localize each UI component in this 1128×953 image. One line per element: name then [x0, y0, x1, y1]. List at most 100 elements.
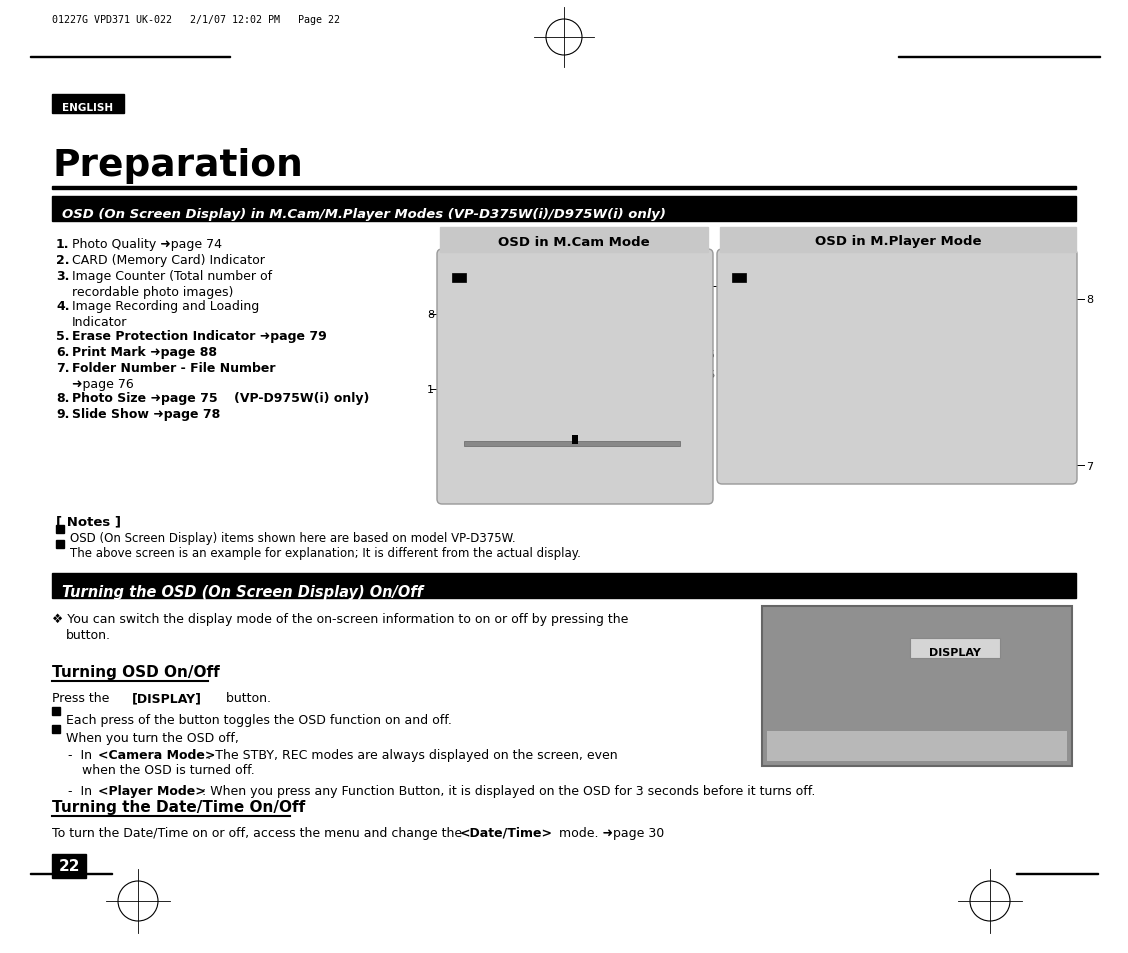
Text: 00:00  1.JAN.2007: 00:00 1.JAN.2007 [734, 455, 821, 464]
Bar [464, 441, 680, 447]
Text: Image Counter (Total number of: Image Counter (Total number of [72, 270, 272, 283]
Text: 00:00  1.JAN.2007: 00:00 1.JAN.2007 [453, 415, 541, 424]
Bar [52, 707, 60, 716]
Text: -  In: - In [68, 748, 96, 761]
Text: △: △ [734, 355, 741, 365]
Text: button.: button. [67, 628, 111, 641]
Text: 2.: 2. [56, 253, 70, 267]
Text: Turning the Date/Time On/Off: Turning the Date/Time On/Off [52, 800, 306, 814]
FancyBboxPatch shape [717, 250, 1077, 484]
Bar [52, 725, 60, 733]
Text: No Memory Card !: No Memory Card ! [777, 323, 866, 333]
Text: No Memory Card !: No Memory Card ! [487, 319, 576, 330]
Bar [52, 187, 1076, 190]
Bar [52, 854, 86, 878]
Text: The above screen is an example for explanation; It is different from the actual : The above screen is an example for expla… [70, 546, 581, 559]
Text: 7: 7 [1086, 461, 1093, 472]
Text: 5.: 5. [56, 330, 70, 343]
Text: Turning the OSD (On Screen Display) On/Off: Turning the OSD (On Screen Display) On/O… [62, 584, 423, 599]
Bar [572, 436, 578, 444]
Text: □ 001: □ 001 [734, 372, 765, 381]
Text: Print Mark ➜page 88: Print Mark ➜page 88 [72, 346, 217, 358]
Text: Ⓣ [20]: Ⓣ [20] [453, 467, 483, 476]
Text: Folder Number - File Number: Folder Number - File Number [72, 361, 275, 375]
Text: Preparation: Preparation [52, 148, 302, 184]
Text: When you turn the OSD off,: When you turn the OSD off, [67, 731, 239, 744]
Text: Image Recording and Loading: Image Recording and Loading [72, 299, 259, 313]
Text: Slide Show ➜page 78: Slide Show ➜page 78 [72, 408, 220, 420]
Text: ▷ 3 min: ▷ 3 min [562, 277, 600, 288]
Text: 5: 5 [707, 350, 714, 359]
Text: OSD in M.Player Mode: OSD in M.Player Mode [814, 235, 981, 248]
Bar [452, 274, 466, 283]
Text: recordable photo images): recordable photo images) [72, 286, 233, 298]
Text: Press the: Press the [52, 691, 114, 704]
Text: 6: 6 [707, 370, 714, 379]
Text: OSD (On Screen Display) items shown here are based on model VP-D375W.: OSD (On Screen Display) items shown here… [70, 532, 515, 544]
Bar [767, 731, 1067, 761]
Text: 3: 3 [558, 252, 565, 262]
Text: 8.: 8. [56, 392, 70, 405]
Bar [56, 540, 64, 548]
Text: CARD (Memory Card) Indicator: CARD (Memory Card) Indicator [72, 253, 265, 267]
Text: OSD (On Screen Display) in M.Cam/M.Player Modes (VP-D375W(i)/D975W(i) only): OSD (On Screen Display) in M.Cam/M.Playe… [62, 208, 666, 221]
Text: : When you press any Function Button, it is displayed on the OSD for 3 seconds b: : When you press any Function Button, it… [202, 784, 816, 797]
Text: [ Notes ]: [ Notes ] [56, 515, 121, 527]
Text: 2: 2 [722, 283, 729, 293]
Text: (VP-D975W(i) only): (VP-D975W(i) only) [233, 392, 369, 405]
Text: 01227G VPD371 UK-022   2/1/07 12:02 PM   Page 22: 01227G VPD371 UK-022 2/1/07 12:02 PM Pag… [52, 15, 340, 25]
Text: Erase Protection Indicator ➜page 79: Erase Protection Indicator ➜page 79 [72, 330, 327, 343]
Text: 4.: 4. [56, 299, 70, 313]
Text: Slide: Slide [757, 281, 781, 291]
Text: 9: 9 [799, 252, 805, 262]
Bar [1016, 873, 1098, 874]
Text: : The STBY, REC modes are always displayed on the screen, even: : The STBY, REC modes are always display… [208, 748, 618, 761]
Text: T: T [686, 453, 691, 462]
Bar [30, 56, 230, 58]
Text: 800X600: 800X600 [887, 294, 931, 305]
Text: 46◁: 46◁ [497, 285, 517, 294]
Bar [56, 525, 64, 534]
Text: <Camera Mode>: <Camera Mode> [98, 748, 215, 761]
Text: 100-0002: 100-0002 [932, 455, 978, 464]
Text: 8: 8 [428, 310, 434, 319]
Text: 1: 1 [428, 385, 434, 395]
Text: ENGLISH: ENGLISH [62, 103, 114, 112]
Bar [52, 574, 1076, 598]
Text: Each press of the button toggles the OSD function on and off.: Each press of the button toggles the OSD… [67, 713, 452, 726]
Text: om: om [592, 413, 607, 422]
Text: Photo Quality ➜page 74: Photo Quality ➜page 74 [72, 237, 222, 251]
Text: <Player Mode>: <Player Mode> [98, 784, 205, 797]
Text: button.: button. [222, 691, 271, 704]
Text: 3.: 3. [56, 270, 70, 283]
Text: [DISPLAY]: [DISPLAY] [132, 691, 202, 704]
Bar [720, 228, 1076, 253]
Text: 8: 8 [1086, 294, 1093, 305]
Text: 9.: 9. [56, 408, 70, 420]
Text: OSD in M.Cam Mode: OSD in M.Cam Mode [499, 235, 650, 248]
Text: Photo Size ➜page 75: Photo Size ➜page 75 [72, 392, 222, 405]
Text: DISPLAY: DISPLAY [929, 647, 981, 658]
Bar [898, 56, 1100, 58]
Bar [52, 196, 1076, 222]
Text: when the OSD is turned off.: when the OSD is turned off. [82, 763, 255, 776]
Text: -  In: - In [68, 784, 96, 797]
Bar [732, 274, 746, 283]
Text: Turning OSD On/Off: Turning OSD On/Off [52, 664, 220, 679]
FancyBboxPatch shape [437, 250, 713, 504]
Text: 2/46◁: 2/46◁ [887, 281, 916, 291]
Text: W: W [453, 453, 464, 462]
Text: 4: 4 [511, 252, 519, 262]
Bar [30, 873, 112, 874]
Bar [52, 95, 124, 113]
Bar [440, 228, 708, 253]
Bar [763, 606, 1072, 766]
Text: mode. ➜page 30: mode. ➜page 30 [555, 826, 664, 840]
Text: MF: MF [453, 395, 469, 405]
Text: 6.: 6. [56, 346, 70, 358]
Text: <Date/Time>: <Date/Time> [460, 826, 553, 840]
Text: 7.: 7. [56, 361, 70, 375]
Text: ❖ You can switch the display mode of the on-screen information to on or off by p: ❖ You can switch the display mode of the… [52, 613, 628, 625]
Text: To turn the Date/Time on or off, access the menu and change the: To turn the Date/Time on or off, access … [52, 826, 466, 840]
Text: 22: 22 [59, 859, 80, 874]
